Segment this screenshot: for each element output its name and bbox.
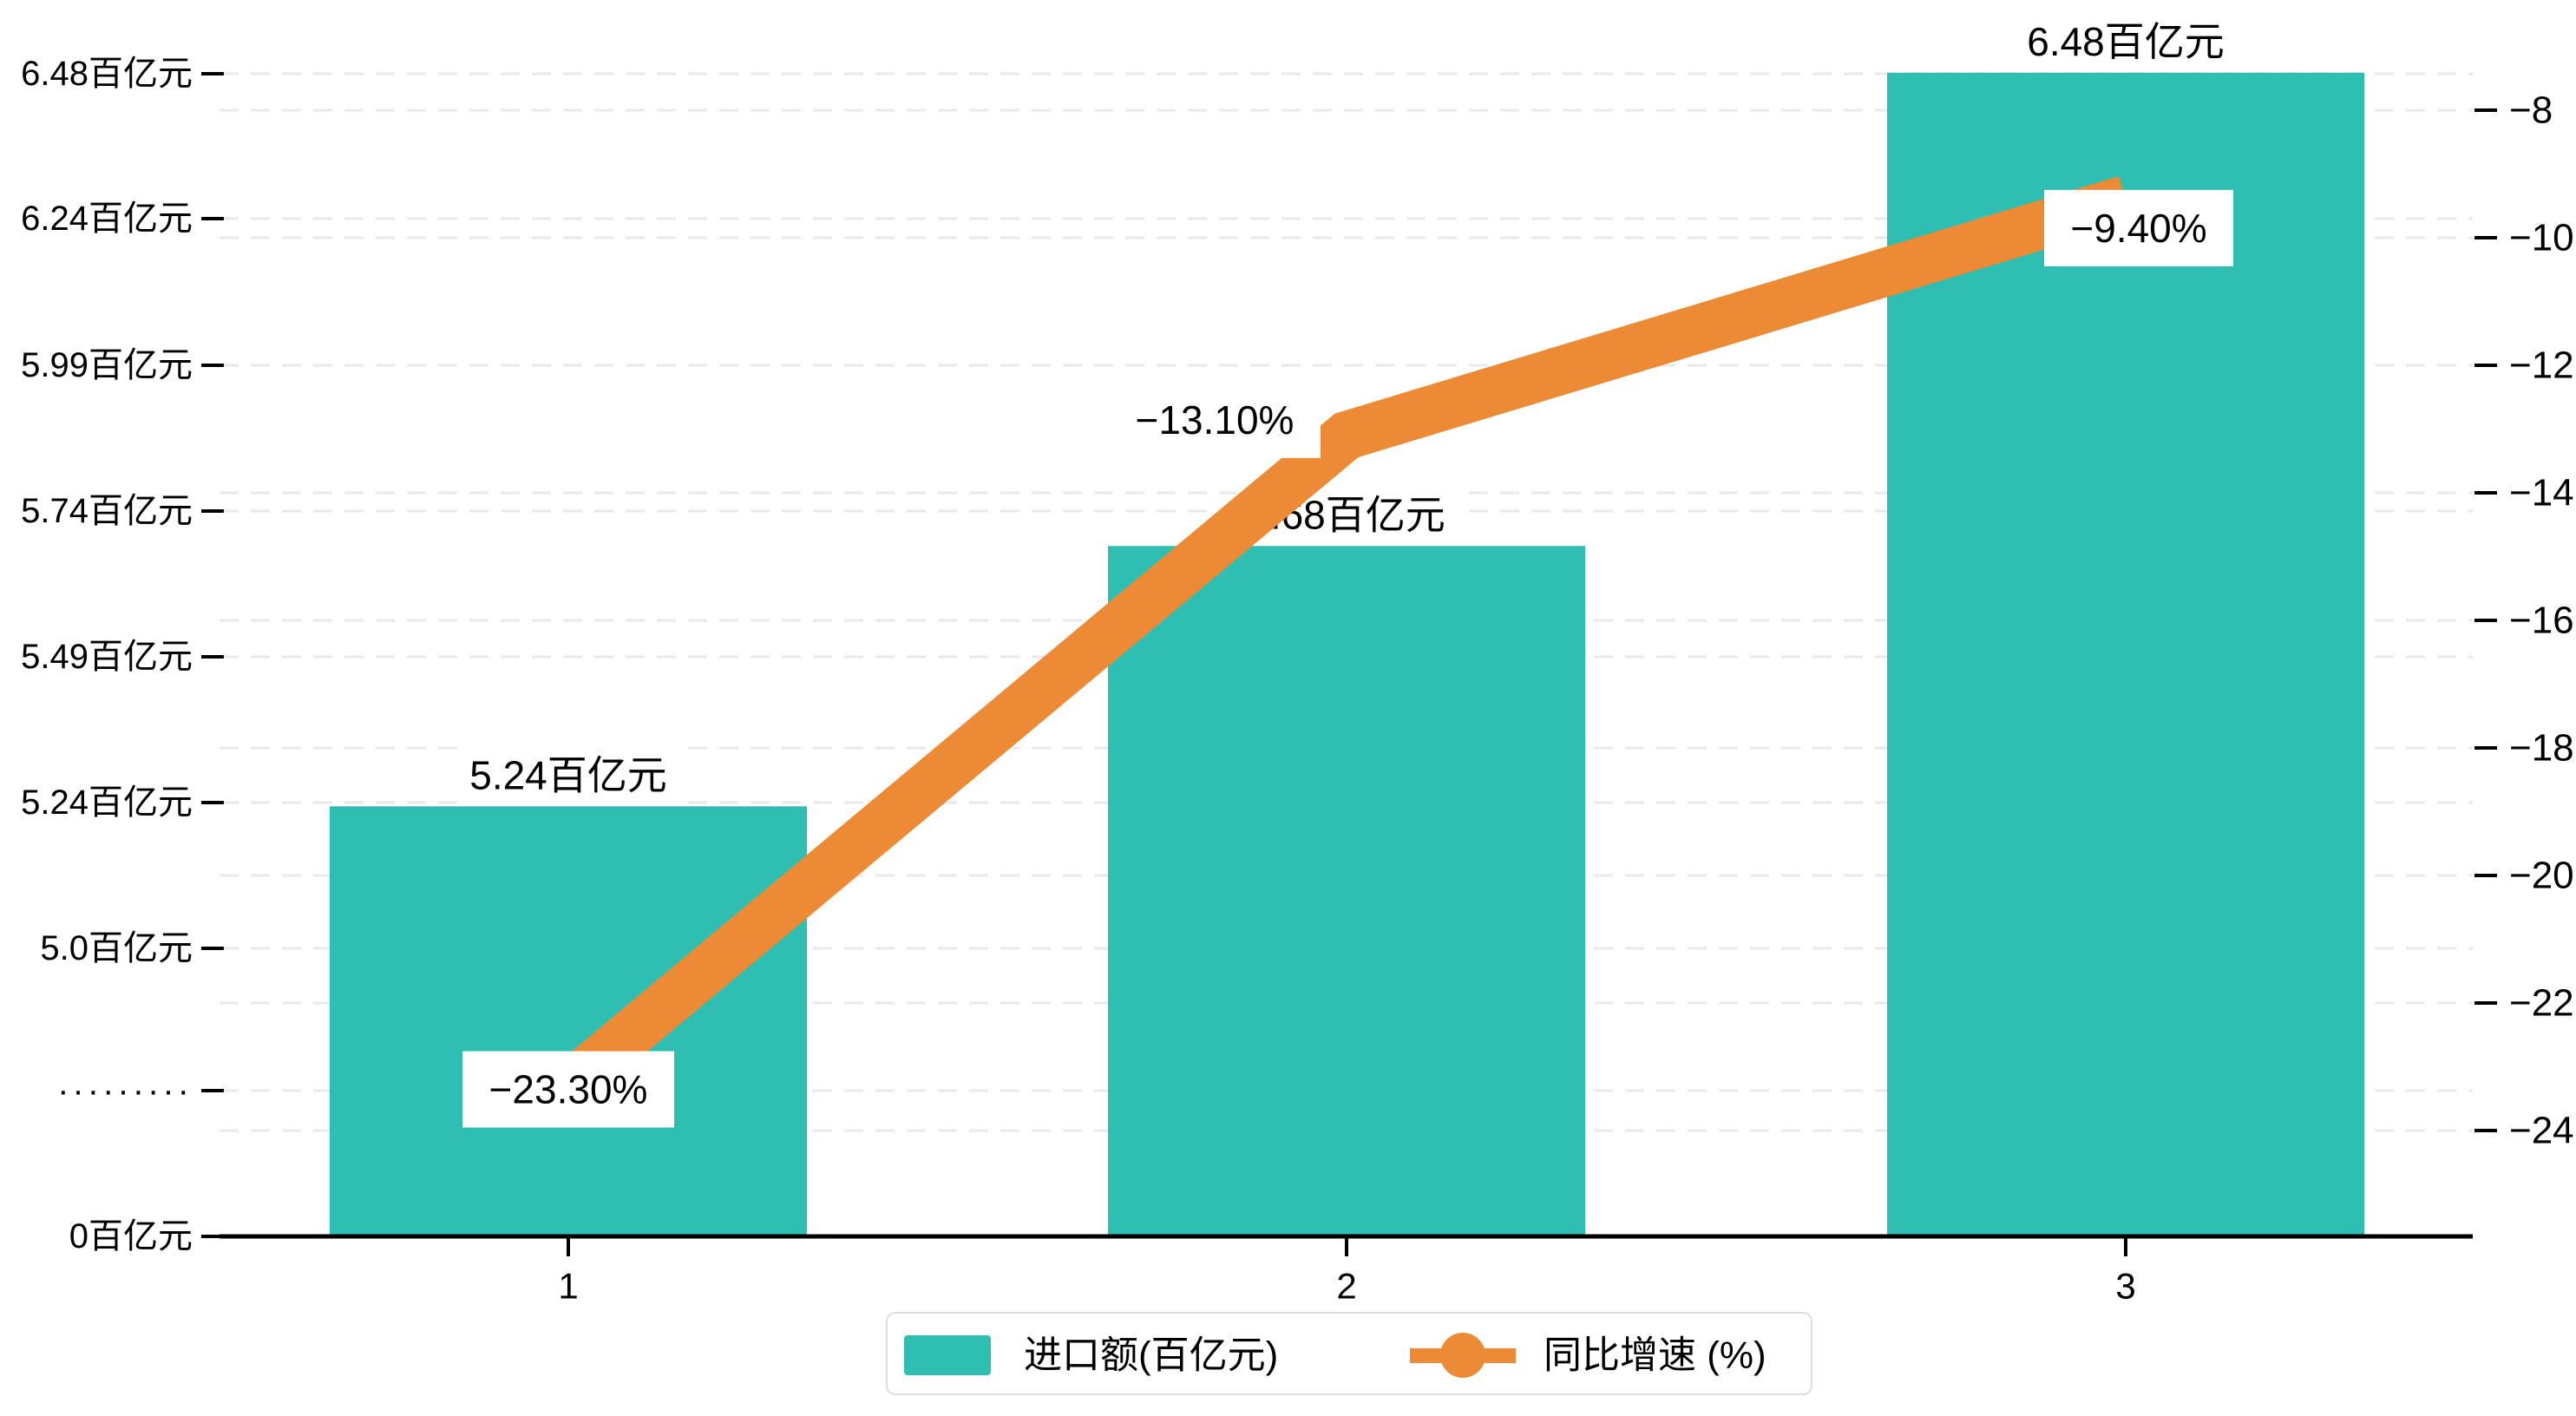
bar-value-label: 6.48百亿元 — [2027, 19, 2225, 64]
left-tick-label: 5.24百亿元 — [21, 783, 193, 822]
line-label-box — [2044, 189, 2233, 266]
left-tick-label: 5.99百亿元 — [21, 346, 193, 384]
growth-line[interactable] — [553, 176, 2134, 1105]
left-tick-label: 5.49百亿元 — [21, 638, 193, 676]
x-tick-label: 2 — [1336, 1266, 1356, 1307]
left-tick-label: 5.74百亿元 — [21, 492, 193, 530]
right-tick-label: −10 — [2509, 217, 2574, 259]
right-tick-label: −18 — [2509, 727, 2574, 770]
legend-box — [886, 1312, 1812, 1395]
legend-item-bar-label[interactable]: 进口额(百亿元) — [1024, 1334, 1278, 1377]
bar-2[interactable] — [1108, 546, 1585, 1236]
line-label-box — [1109, 381, 1321, 458]
legend-bar-swatch-icon[interactable] — [904, 1335, 991, 1375]
right-tick-label: −14 — [2509, 472, 2574, 515]
bar-label-box — [2016, 11, 2236, 71]
left-tick-label: 6.48百亿元 — [21, 55, 193, 93]
right-tick-label: −8 — [2509, 89, 2553, 132]
line-label-box — [462, 1051, 674, 1128]
x-tick-label: 1 — [558, 1266, 578, 1307]
legend-line-dot-icon[interactable] — [1440, 1333, 1485, 1378]
bar-1[interactable] — [330, 806, 807, 1236]
x-tick-label: 3 — [2115, 1266, 2135, 1307]
bar-value-label: 5.24百亿元 — [469, 752, 667, 797]
line-value-label: −9.40% — [2070, 206, 2206, 251]
left-tick-label: 6.24百亿元 — [21, 200, 193, 238]
line-value-label: −23.30% — [489, 1067, 648, 1112]
right-tick-label: −24 — [2509, 1110, 2574, 1152]
left-tick-label: 5.0百亿元 — [40, 929, 193, 967]
legend-item-line-label[interactable]: 同比增速 (%) — [1544, 1334, 1766, 1377]
right-tick-label: −22 — [2509, 982, 2574, 1025]
right-tick-label: −12 — [2509, 344, 2574, 387]
left-tick-label: 0百亿元 — [69, 1217, 193, 1255]
right-tick-label: −16 — [2509, 600, 2574, 642]
left-axis-break-label: ········· — [57, 1072, 193, 1110]
right-tick-label: −20 — [2509, 855, 2574, 897]
line-value-label: −13.10% — [1136, 397, 1295, 442]
bar-label-box — [458, 745, 678, 805]
